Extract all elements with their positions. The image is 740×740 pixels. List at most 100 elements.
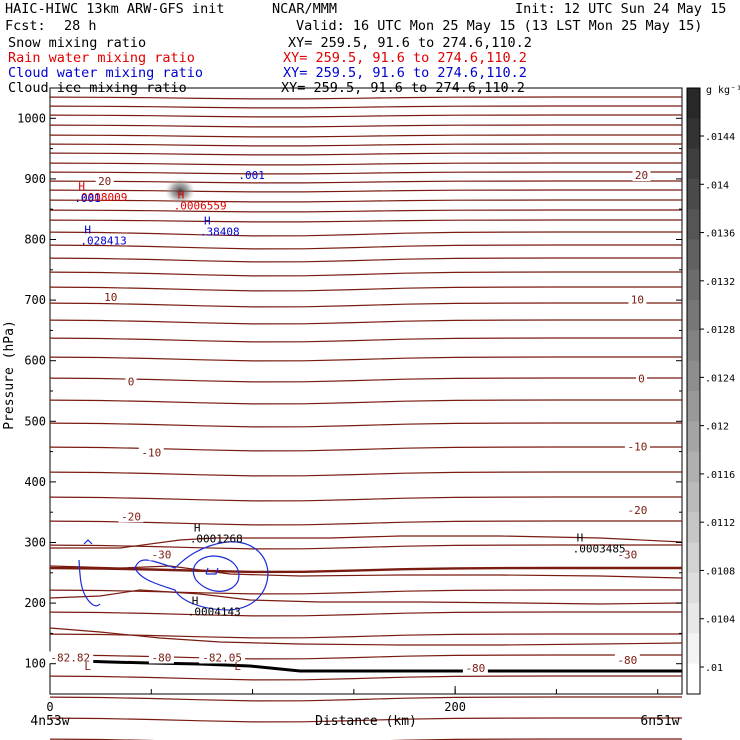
field-xy-rain: XY= 259.5, 91.6 to 274.6,110.2: [283, 50, 527, 66]
cloud-water-contour-label: .001: [238, 169, 265, 182]
field-label-snow: Snow mixing ratio: [8, 35, 147, 51]
x-endpoint-left: 4n53w: [30, 714, 69, 729]
temperature-contour-label: 10: [631, 293, 644, 306]
y-tick-label: 200: [24, 596, 46, 610]
isotherm-line: [49, 244, 682, 250]
isotherm-line: [49, 696, 682, 702]
field-xy-snow: XY= 259.5, 91.6 to 274.6,110.2: [288, 35, 532, 51]
colorbar-segment: [687, 269, 700, 301]
temperature-contour-label: -30: [617, 548, 637, 561]
extremum-marker: H: [577, 531, 584, 544]
isotherm-line: [49, 189, 682, 193]
isotherm-line: [49, 124, 682, 128]
temperature-contour-label: 0: [128, 376, 135, 389]
isotherm-line: [49, 611, 682, 617]
contour-label-bg: [624, 440, 650, 453]
forecast-hours: 28 h: [64, 18, 97, 34]
colorbar-tick-label: .0124: [705, 373, 735, 384]
isotherm-line: [49, 162, 682, 166]
contour-label-bg: [138, 446, 164, 459]
cloud-water-contour: [205, 567, 219, 575]
colorbar-unit: g kg⁻¹: [706, 85, 740, 96]
colorbar-frame: [686, 87, 701, 695]
isotherm-line: [49, 96, 682, 100]
colorbar-segment: [687, 572, 700, 604]
contour-label-bg: [118, 510, 144, 523]
y-axis-title: Pressure (hPa): [2, 320, 17, 430]
cloud-water-contour: [78, 559, 101, 607]
isotherm-line: [49, 105, 682, 109]
colorbar-segment: [687, 178, 700, 210]
contour-label-bg: [148, 548, 174, 561]
init-time: Init: 12 UTC Sun 24 May 15: [515, 1, 727, 17]
valid-time: Valid: 16 UTC Mon 25 May 15 (13 LST Mon …: [296, 18, 703, 34]
colorbar-segment: [687, 663, 700, 695]
isotherm-line: [49, 134, 682, 138]
isotherm-line: [49, 356, 682, 362]
isotherm-line: [49, 565, 683, 579]
isotherm-line: [49, 422, 682, 428]
isotherm-line: [49, 496, 682, 502]
y-tick-label: 300: [24, 536, 46, 550]
temperature-contour-label: -80: [151, 651, 171, 664]
colorbar-segment: [687, 148, 700, 180]
temperature-contour-label: -20: [121, 510, 141, 523]
colorbar-tick-label: .014: [705, 180, 729, 191]
field-label-rain: Rain water mixing ratio: [8, 50, 195, 66]
cloud-water-contour: [83, 539, 93, 545]
x-tick-label: 0: [46, 700, 53, 714]
cloud-water-contour-label: .001: [74, 192, 101, 205]
isotherm-line: [49, 633, 682, 639]
y-tick-label: 100: [24, 657, 46, 671]
isotherm-line: [49, 257, 682, 263]
colorbar-segment: [687, 542, 700, 574]
y-tick-label: 800: [24, 233, 46, 247]
colorbar-segment: [687, 603, 700, 634]
temperature-contour-label: 10: [104, 291, 117, 304]
temperature-contour-label: -30: [151, 548, 171, 561]
isotherm-line: [49, 675, 682, 681]
y-tick-label: 900: [24, 172, 46, 186]
colorbar-tick-label: .012: [705, 422, 729, 433]
cloud-water-contour: [134, 541, 269, 611]
colorbar-segment: [687, 391, 700, 422]
temperature-contour-label: -82.05: [202, 651, 242, 664]
isotherm-line: [49, 738, 682, 740]
colorbar-segment: [687, 239, 700, 271]
colorbar-tick-label: .0116: [705, 470, 735, 481]
isotherm-line: [50, 535, 683, 549]
cloud-water-contour: [192, 555, 240, 592]
contour-label-bg: [47, 651, 94, 664]
plot-frame: [49, 87, 683, 695]
org-label: NCAR/MMM: [272, 1, 338, 17]
extremum-value: .0004143: [188, 605, 241, 618]
isotherm-line: [49, 271, 682, 277]
isotherm-line: [49, 302, 682, 308]
temperature-contour-label: -82.82: [50, 651, 90, 664]
extremum-marker: H: [204, 214, 211, 227]
extremum-marker: H: [178, 188, 185, 201]
colorbar-segment: [687, 421, 700, 453]
field-label-cloud-water: Cloud water mixing ratio: [8, 65, 204, 81]
isotherm-line: [49, 231, 682, 237]
extremum-value: .0001268: [190, 533, 243, 546]
colorbar-tick-label: .0108: [705, 566, 735, 577]
isotherm-line: [49, 180, 682, 184]
colorbar-segment: [687, 481, 700, 513]
extremum-marker: H: [84, 223, 91, 236]
contour-label-bg: [199, 651, 246, 664]
colorbar-segment: [687, 88, 700, 119]
extremum-value: .0006559: [174, 199, 227, 212]
extremum-value: .0008009: [74, 191, 127, 204]
colorbar-segment: [687, 360, 700, 392]
isotherm-line: [49, 654, 682, 660]
temperature-contour-label: -80: [465, 662, 485, 675]
forecast-label: Fcst:: [5, 18, 46, 34]
isotherm-line: [49, 544, 682, 550]
x-axis-title: Distance (km): [315, 714, 417, 729]
isotherm-line: [49, 209, 682, 213]
temperature-contour-label: -10: [141, 447, 161, 460]
contour-label-bg: [624, 504, 650, 517]
isotherm-line: [49, 377, 682, 383]
contour-label-bg: [614, 548, 640, 561]
